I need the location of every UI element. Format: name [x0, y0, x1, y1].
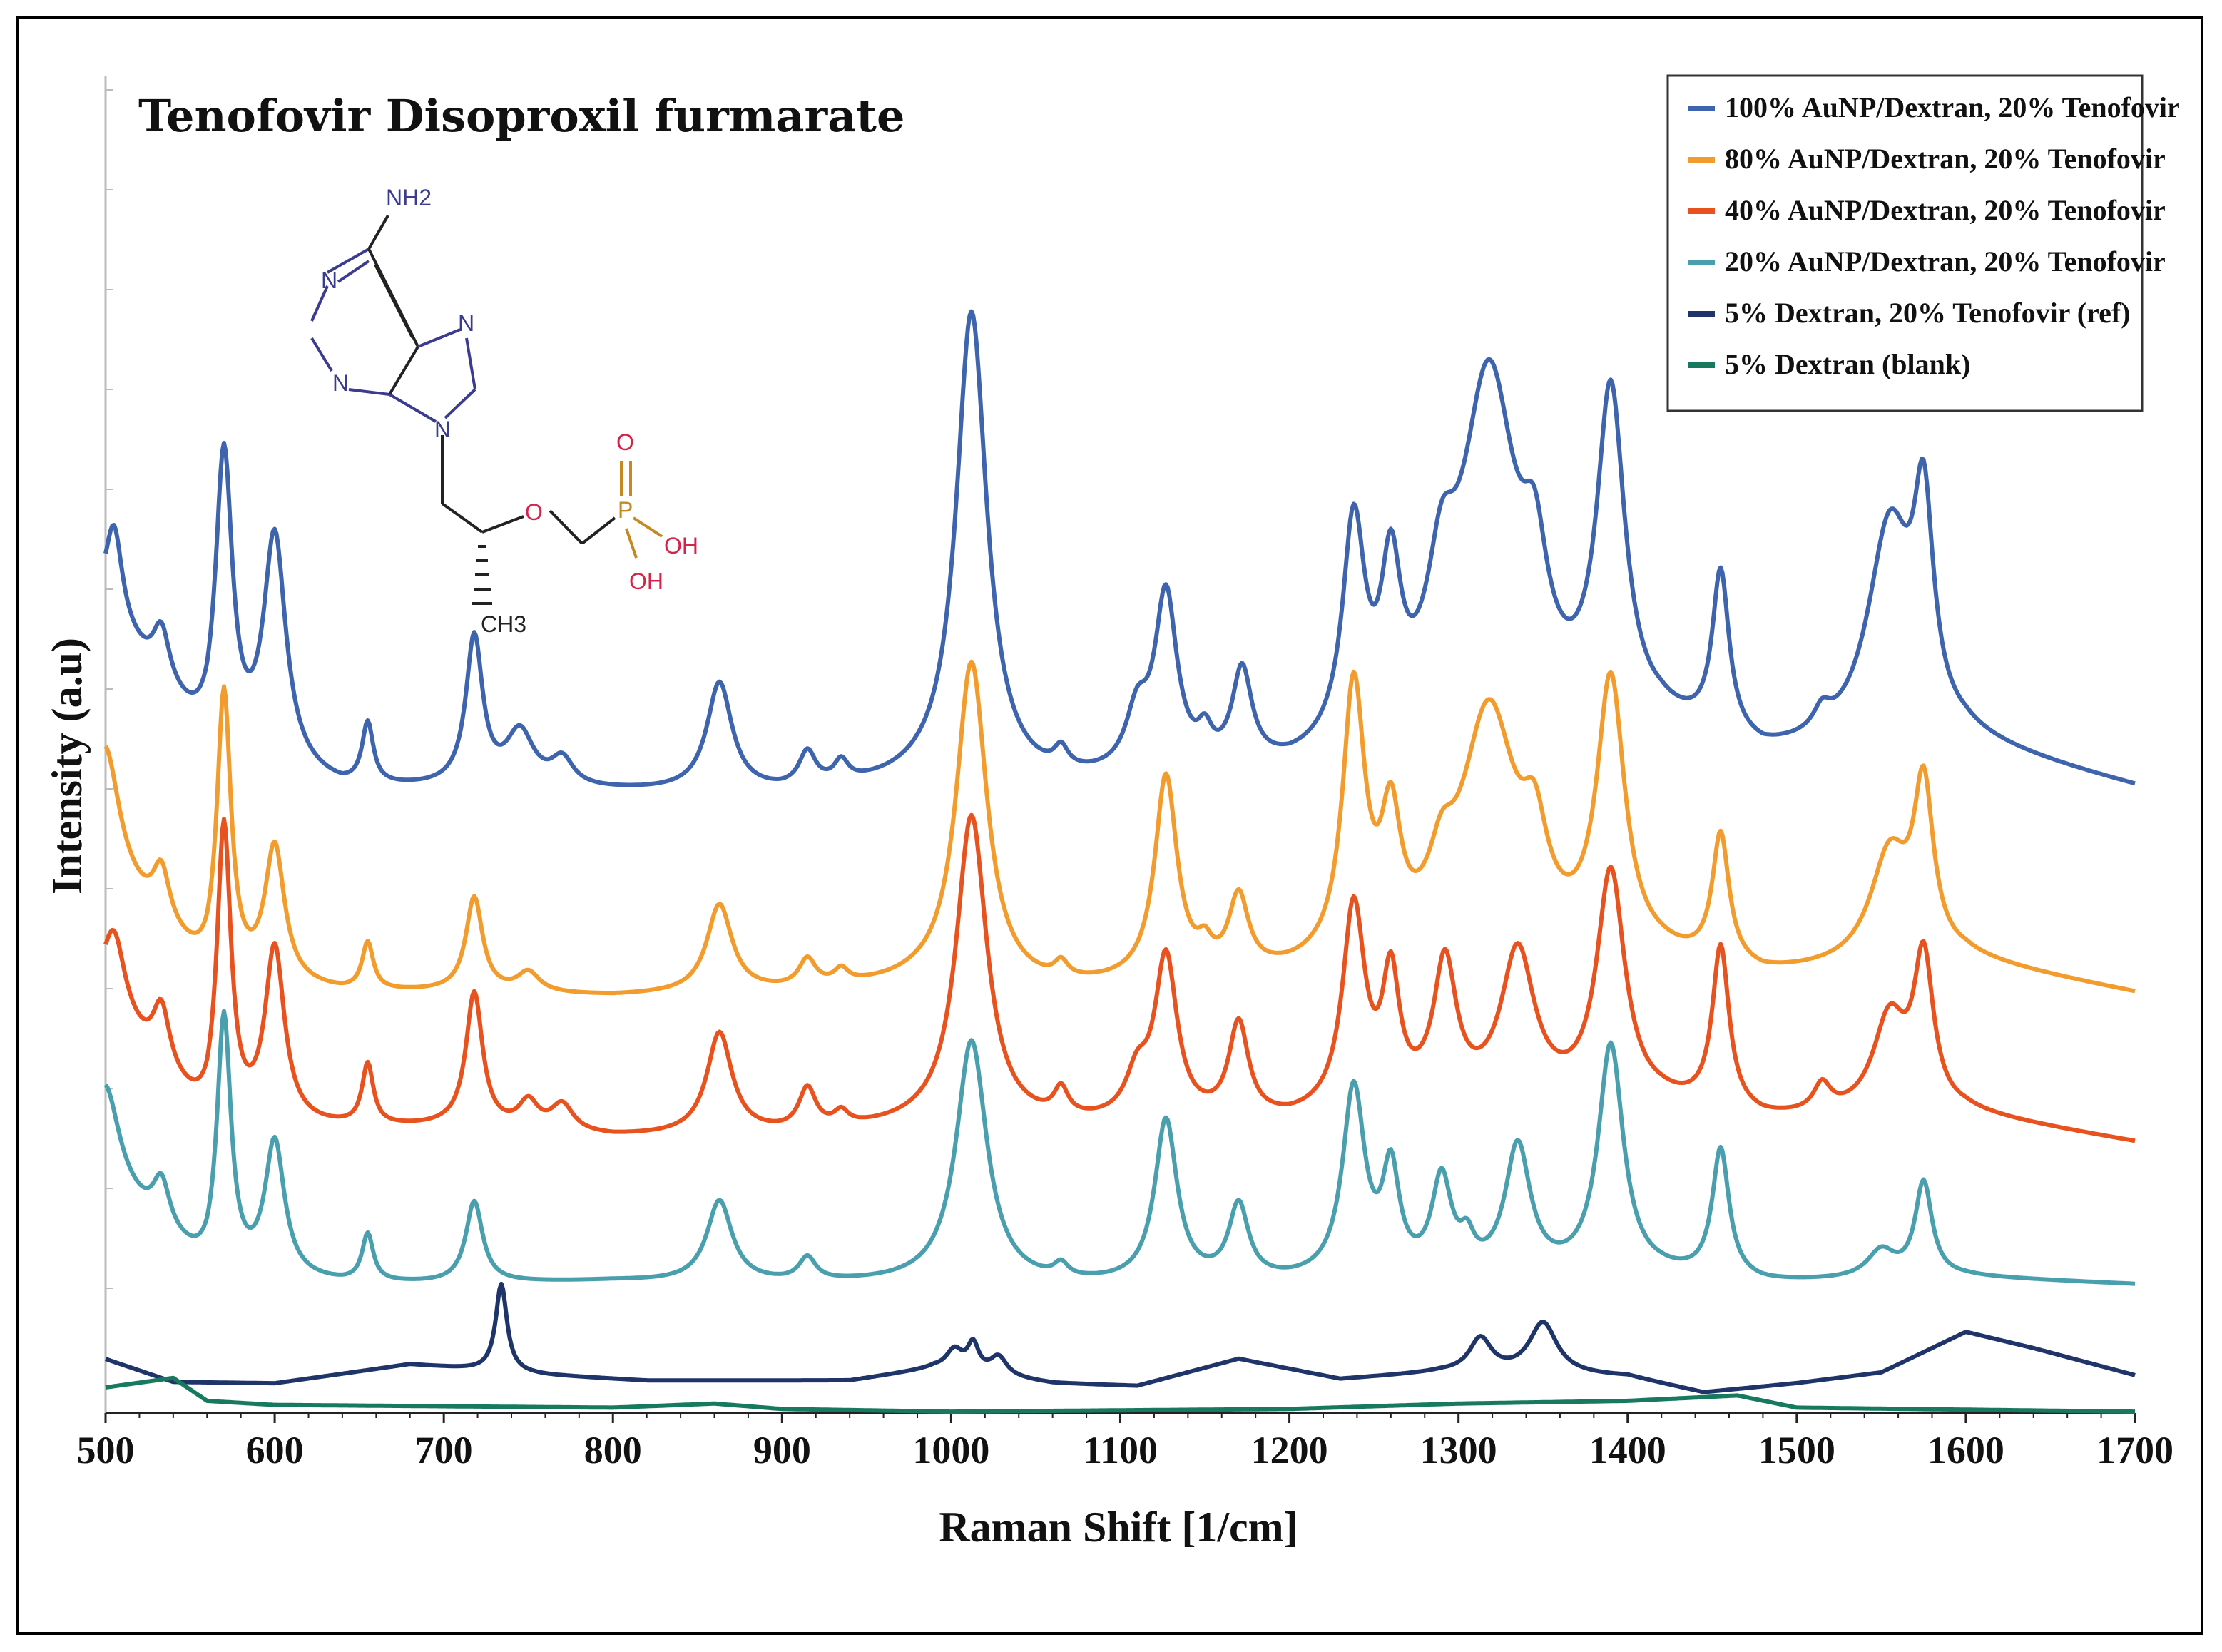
chart-title: Tenofovir Disoproxil furmarate — [138, 90, 904, 142]
x-tick-label-1400: 1400 — [1589, 1429, 1666, 1472]
raman-chart: Tenofovir Disoproxil furmarate 500 600 700… — [44, 74, 2180, 1551]
legend-label-6: 5% Dextran (blank) — [1725, 348, 1970, 380]
x-tick-label-1600: 1600 — [1927, 1429, 2004, 1472]
x-tick-label-1700: 1700 — [2096, 1429, 2173, 1472]
x-tick-label-1000: 1000 — [912, 1429, 989, 1472]
label-ch3: CH3 — [481, 611, 526, 637]
series-line-3 — [103, 812, 2136, 1143]
label-o-ether: O — [525, 499, 543, 525]
axes: 500 600 700 800 900 1000 1100 1200 1300 1400 1500 1… — [77, 76, 2173, 1472]
label-p: P — [618, 497, 633, 523]
y-axis-label: Intensity (a.u) — [44, 638, 91, 894]
label-n9: N — [434, 417, 451, 442]
series-line-1 — [103, 309, 2136, 787]
legend-label-1: 100% AuNP/Dextran, 20% Tenofovir — [1725, 91, 2180, 123]
x-tick-label-1200: 1200 — [1251, 1429, 1328, 1472]
legend-label-2: 80% AuNP/Dextran, 20% Tenofovir — [1725, 143, 2166, 175]
series-line-5 — [105, 1281, 2136, 1394]
legend: 100% AuNP/Dextran, 20% Tenofovir 80% AuNP… — [1666, 74, 2180, 412]
label-n3: N — [332, 370, 349, 396]
legend-box — [1666, 74, 2144, 412]
legend-label-4: 20% AuNP/Dextran, 20% Tenofovir — [1725, 245, 2166, 277]
x-tick-label-700: 700 — [415, 1429, 473, 1472]
legend-label-5: 5% Dextran, 20% Tenofovir (ref) — [1725, 297, 2130, 329]
series-line-6 — [105, 1375, 2136, 1414]
tenofovir-structure: NH2 N N N N O O P OH OH CH3 — [310, 185, 698, 637]
label-oh2: OH — [629, 568, 663, 594]
label-nh2: NH2 — [386, 185, 432, 210]
x-tick-label-900: 900 — [753, 1429, 811, 1472]
x-tick-label-500: 500 — [77, 1429, 135, 1472]
label-n7: N — [458, 310, 474, 336]
series-line-4 — [103, 1009, 2136, 1286]
x-tick-label-800: 800 — [584, 1429, 642, 1472]
x-axis-label: Raman Shift [1/cm] — [939, 1504, 1298, 1551]
x-tick-label-1500: 1500 — [1758, 1429, 1835, 1472]
figure-frame: Tenofovir Disoproxil furmarate 500 600 700… — [16, 16, 2203, 1635]
legend-label-3: 40% AuNP/Dextran, 20% Tenofovir — [1725, 194, 2166, 226]
x-tick-label-600: 600 — [246, 1429, 304, 1472]
label-o-double: O — [616, 429, 634, 455]
series-lines — [103, 309, 2136, 1414]
label-oh1: OH — [664, 533, 698, 559]
label-n1: N — [321, 267, 337, 293]
series-line-2 — [103, 659, 2136, 996]
x-tick-label-1300: 1300 — [1420, 1429, 1497, 1472]
x-tick-label-1100: 1100 — [1083, 1429, 1158, 1472]
